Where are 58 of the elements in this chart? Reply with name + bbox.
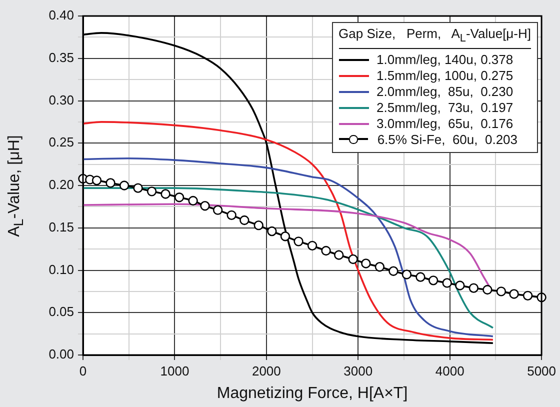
point xyxy=(428,276,438,286)
point xyxy=(416,272,426,282)
x-tick-label: 5000 xyxy=(527,363,556,378)
x-tick-label: 2000 xyxy=(252,363,281,378)
y-tick-label: 0.25 xyxy=(48,134,74,150)
point xyxy=(442,278,452,288)
point xyxy=(212,205,223,215)
point xyxy=(361,258,371,268)
point xyxy=(402,270,412,280)
point xyxy=(133,183,143,193)
legend-label: 1.5mm/leg, 100u, 0.275 xyxy=(376,68,514,84)
y-tick-label: 0.30 xyxy=(48,92,74,108)
point xyxy=(226,210,236,220)
point xyxy=(174,192,184,202)
point xyxy=(522,290,533,301)
point xyxy=(188,196,198,206)
y-tick-label: 0.15 xyxy=(48,219,74,234)
line-series xyxy=(83,187,494,329)
legend-label: 2.0mm/leg, 85u, 0.230 xyxy=(376,84,514,100)
point xyxy=(267,226,277,236)
y-tick-label: 0.20 xyxy=(48,177,74,192)
legend-title: Gap Size, Perm, A$_{L}$-Value[μ-H] xyxy=(338,26,531,49)
point xyxy=(482,284,492,295)
y-tick-label: 0.00 xyxy=(48,346,74,362)
point xyxy=(509,289,519,299)
point xyxy=(200,200,210,211)
legend-label: 3.0mm/leg, 65u, 0.176 xyxy=(376,116,514,132)
x-axis-title: Magnetizing Force, H[A×T] xyxy=(216,384,408,402)
y-tick-label: 0.35 xyxy=(48,50,74,65)
point xyxy=(119,180,130,190)
point xyxy=(321,246,331,256)
y-tick-label: 0.05 xyxy=(48,304,74,320)
x-tick-label: 3000 xyxy=(344,363,373,378)
point xyxy=(348,254,358,264)
point xyxy=(388,266,398,276)
y-tick-label: 0.40 xyxy=(48,8,74,23)
legend-label: 2.5mm/leg, 73u, 0.197 xyxy=(376,100,514,116)
point xyxy=(106,178,116,188)
x-tick-label: 0 xyxy=(79,363,87,378)
legend-label: 1.0mm/leg, 140u, 0.378 xyxy=(376,52,514,68)
point xyxy=(240,215,250,226)
x-tick-label: 4000 xyxy=(435,363,464,378)
point xyxy=(374,262,385,272)
point xyxy=(468,283,479,293)
y-tick-label: 0.10 xyxy=(48,262,74,277)
point xyxy=(294,236,304,246)
point xyxy=(254,220,264,230)
point xyxy=(455,280,465,290)
point xyxy=(334,250,344,260)
point xyxy=(160,189,170,199)
point xyxy=(146,186,157,196)
line-series xyxy=(83,157,494,338)
x-tick-label: 1000 xyxy=(160,363,190,378)
point xyxy=(307,240,318,251)
point xyxy=(92,176,102,186)
legend-label: 6.5% Si-Fe, 60u, 0.203 xyxy=(377,132,518,148)
point xyxy=(496,286,506,296)
point xyxy=(280,232,290,242)
